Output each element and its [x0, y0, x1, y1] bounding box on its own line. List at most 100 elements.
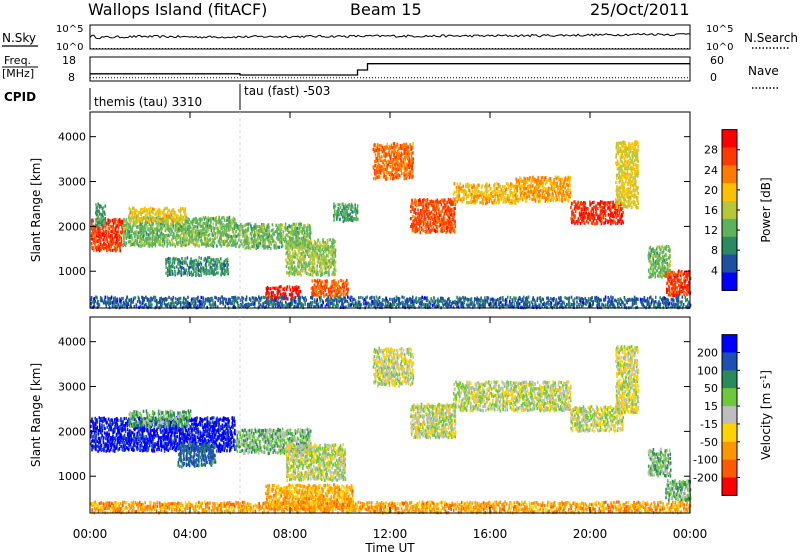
echo-cell: [134, 239, 137, 243]
echo-cell: [157, 216, 159, 220]
echo-cell: [129, 211, 132, 215]
echo-cell: [495, 201, 498, 205]
echo-cell: [443, 212, 446, 216]
echo-cell: [232, 230, 235, 234]
echo-cell: [204, 230, 207, 234]
echo-cell: [354, 203, 356, 207]
echo-cell: [208, 256, 211, 260]
echo-cell: [637, 148, 640, 152]
echo-cell: [355, 215, 358, 219]
echo-cell: [317, 238, 319, 242]
echo-cell: [398, 152, 401, 156]
echo-cell: [206, 259, 208, 263]
echo-cell: [295, 240, 298, 244]
echo-cell: [300, 222, 302, 226]
echo-cell: [152, 242, 155, 246]
echo-cell: [102, 209, 104, 213]
echo-cell: [228, 221, 231, 225]
echo-cell: [162, 225, 165, 229]
echo-cell: [197, 234, 200, 238]
echo-cell: [205, 270, 207, 274]
echo-cell: [220, 240, 223, 244]
echo-cell: [229, 235, 232, 239]
echo-cell: [190, 234, 192, 238]
echo-cell: [165, 212, 167, 216]
echo-cell: [148, 244, 151, 248]
echo-cell: [326, 259, 328, 263]
echo-cell: [226, 244, 228, 248]
echo-cell: [164, 207, 166, 211]
echo-cell: [228, 215, 231, 219]
echo-cell: [386, 152, 388, 156]
echo-cell: [166, 239, 168, 243]
echo-cell: [173, 218, 176, 222]
echo-cell: [286, 271, 289, 275]
echo-cell: [459, 182, 461, 186]
echo-cell: [125, 236, 128, 240]
echo-cell: [234, 236, 236, 240]
echo-cell: [122, 221, 125, 225]
echo-region: [95, 202, 107, 228]
echo-cell: [264, 245, 267, 249]
echo-cell: [188, 231, 190, 235]
echo-cell: [602, 209, 605, 213]
echo-cell: [289, 288, 292, 292]
echo-cell: [636, 196, 639, 200]
echo-cell: [185, 233, 187, 237]
echo-cell: [207, 241, 209, 245]
echo-cell: [137, 216, 140, 221]
echo-cell: [240, 225, 242, 229]
echo-cell: [151, 218, 154, 223]
echo-region: [665, 269, 692, 298]
echo-cell: [531, 197, 533, 201]
echo-cell: [671, 270, 674, 274]
echo-cell: [210, 220, 212, 224]
echo-cell: [207, 271, 209, 276]
echo-cell: [422, 223, 425, 227]
echo-cell: [158, 242, 160, 246]
echo-cell: [268, 287, 270, 291]
echo-cell: [140, 229, 143, 233]
echo-cell: [160, 225, 162, 229]
echo-cell: [347, 287, 349, 291]
echo-cell: [90, 302, 92, 306]
echo-cell: [173, 266, 176, 270]
echo-cell: [161, 243, 163, 247]
echo-cell: [318, 261, 320, 265]
echo-cell: [542, 187, 544, 191]
echo-cell: [168, 208, 170, 212]
echo-cell: [108, 235, 110, 239]
echo-cell: [470, 196, 473, 200]
echo-cell: [270, 291, 273, 295]
echo-cell: [346, 209, 348, 213]
echo-region: [372, 142, 415, 181]
echo-cell: [634, 170, 636, 174]
echo-cell: [232, 241, 234, 245]
echo-cell: [417, 227, 419, 231]
echo-cell: [123, 227, 126, 231]
echo-cell: [431, 217, 434, 221]
echo-cell: [405, 151, 407, 155]
echo-cell: [293, 261, 295, 265]
echo-cell: [290, 270, 292, 274]
echo-cell: [98, 249, 101, 253]
echo-cell: [489, 187, 492, 191]
echo-cell: [149, 206, 152, 210]
echo-cell: [156, 230, 158, 234]
echo-cell: [616, 201, 618, 205]
echo-cell: [134, 219, 136, 223]
echo-cell: [155, 233, 157, 237]
echo-cell: [301, 252, 303, 256]
echo-cell: [181, 222, 184, 226]
echo-cell: [101, 212, 103, 216]
echo-cell: [346, 278, 348, 283]
echo-cell: [149, 240, 151, 244]
echo-cell: [438, 207, 440, 211]
echo-cell: [222, 222, 225, 226]
echo-cell: [162, 244, 165, 248]
echo-cell: [95, 229, 97, 233]
echo-cell: [299, 239, 301, 243]
echo-cell: [333, 239, 335, 243]
echo-cell: [228, 219, 230, 223]
echo-cell: [136, 236, 139, 240]
